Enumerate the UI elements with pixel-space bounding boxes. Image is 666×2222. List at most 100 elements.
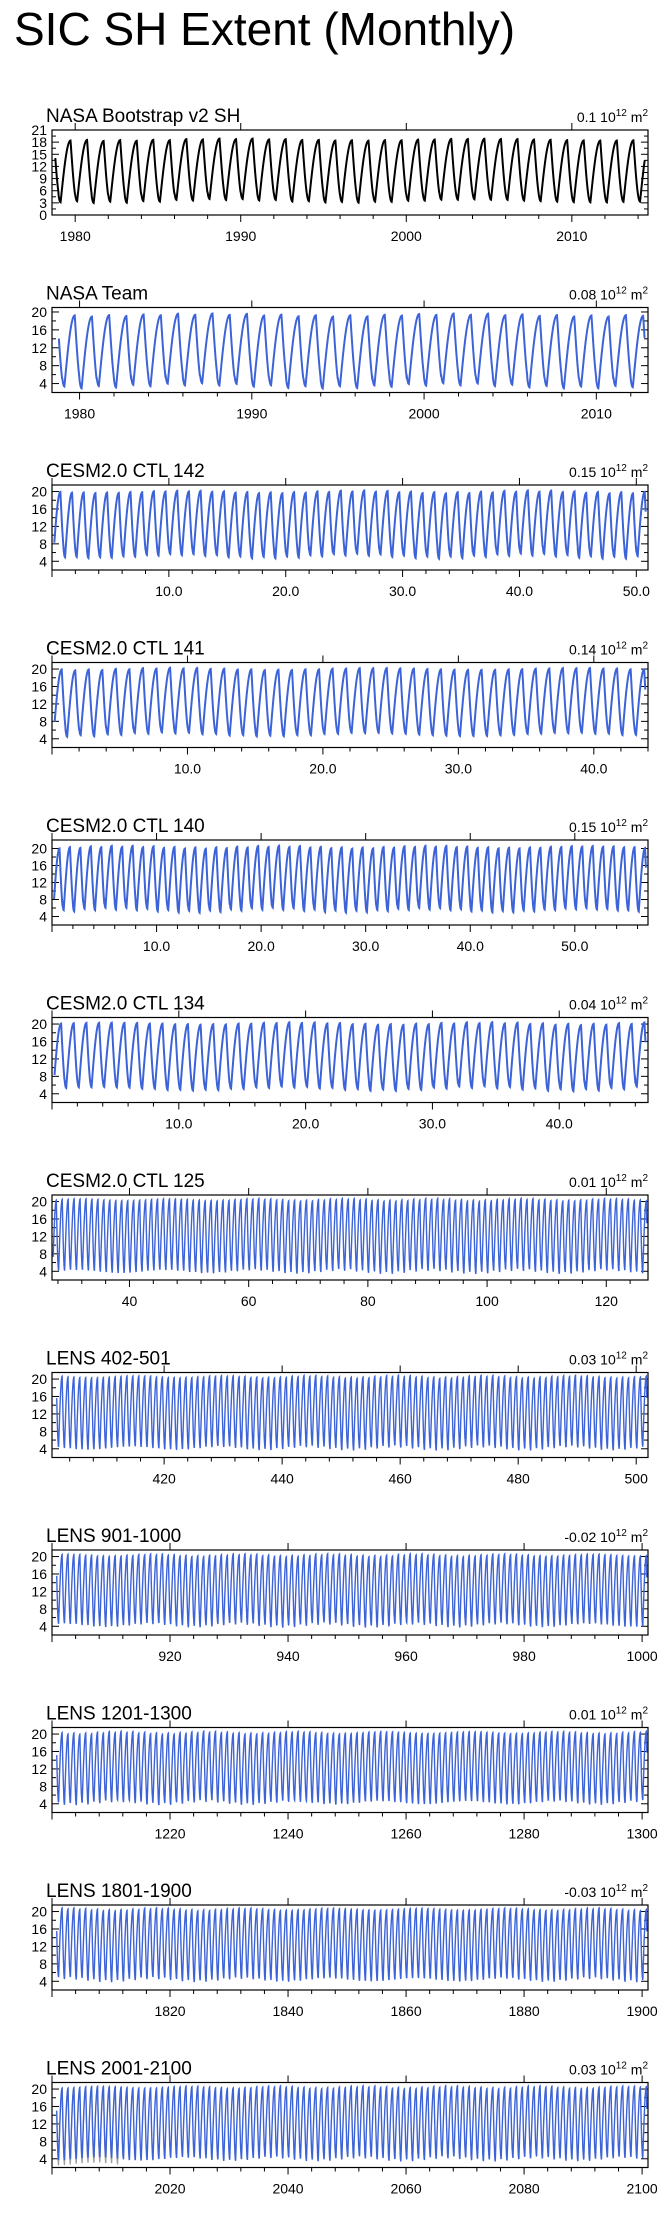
- y-tick-label: 3: [39, 195, 47, 211]
- x-tick-label: 2020: [154, 2181, 185, 2197]
- x-tick-label: 2040: [272, 2181, 303, 2197]
- x-tick-label: 1820: [154, 2003, 185, 2019]
- x-tick-label: 1300: [627, 1826, 658, 1842]
- y-tick-label: 16: [31, 501, 47, 517]
- x-tick-label: 1220: [154, 1826, 185, 1842]
- y-tick-label: 20: [31, 1549, 47, 1565]
- trend-annotation: 0.15 1012 m2: [569, 463, 648, 480]
- plot-frame: [51, 1726, 649, 1814]
- y-tick-label: 4: [39, 731, 47, 747]
- y-tick-label: 12: [31, 1051, 47, 1067]
- y-tick-label: 8: [39, 358, 47, 374]
- x-tick-label: 40.0: [506, 583, 533, 599]
- x-tick-label: 30.0: [445, 761, 472, 777]
- y-tick-label: 16: [31, 858, 47, 874]
- y-tick-label: 8: [39, 1956, 47, 1972]
- y-tick-label: 12: [31, 1406, 47, 1422]
- x-tick-label: 20.0: [247, 938, 274, 954]
- x-tick-label: 10.0: [143, 938, 170, 954]
- x-tick-label: 920: [158, 1648, 182, 1664]
- y-tick-label: 16: [31, 1033, 47, 1049]
- y-tick-label: 12: [31, 1583, 47, 1599]
- y-tick-label: 20: [31, 841, 47, 857]
- trend-annotation: 0.04 1012 m2: [569, 996, 648, 1013]
- x-tick-label: 40: [122, 1293, 138, 1309]
- y-tick-label: 20: [31, 661, 47, 677]
- x-tick-label: 1990: [225, 228, 256, 244]
- y-tick-label: 8: [39, 1778, 47, 1794]
- y-tick-label: 12: [31, 340, 47, 356]
- plot-frame: [51, 484, 649, 571]
- panel-label: CESM2.0 CTL 140: [46, 816, 205, 837]
- trend-annotation: 0.1 1012 m2: [577, 108, 649, 125]
- x-tick-label: 1880: [509, 2003, 540, 2019]
- y-tick-label: 12: [31, 875, 47, 891]
- y-tick-label: 4: [39, 2151, 47, 2167]
- series-line: [56, 1906, 648, 1983]
- panel-label: CESM2.0 CTL 134: [46, 994, 205, 1015]
- plot-frame: [51, 1549, 649, 1636]
- panel-label: LENS 402-501: [46, 1349, 171, 1370]
- y-tick-label: 12: [31, 1228, 47, 1244]
- x-tick-label: 30.0: [389, 583, 416, 599]
- plot-frame: [51, 129, 649, 216]
- trend-annotation: 0.08 1012 m2: [569, 286, 648, 303]
- x-tick-label: 1280: [509, 1826, 540, 1842]
- x-tick-label: 1990: [236, 406, 267, 422]
- x-tick-label: 1240: [272, 1826, 303, 1842]
- x-tick-label: 1260: [390, 1826, 421, 1842]
- trend-annotation: 0.01 1012 m2: [569, 1706, 648, 1723]
- x-tick-label: 2100: [627, 2181, 658, 2197]
- y-tick-label: 8: [39, 1068, 47, 1084]
- y-tick-label: 20: [31, 1016, 47, 1032]
- plot-frame: [51, 306, 649, 394]
- x-tick-label: 100: [475, 1293, 499, 1309]
- y-tick-label: 16: [31, 2098, 47, 2114]
- panel-label: LENS 1801-1900: [46, 1881, 192, 1902]
- series-line: [53, 1020, 647, 1094]
- x-tick-label: 30.0: [352, 938, 379, 954]
- y-tick-label: 8: [39, 892, 47, 908]
- x-tick-label: 40.0: [546, 1116, 573, 1132]
- y-tick-label: 16: [31, 1388, 47, 1404]
- y-tick-label: 16: [31, 1743, 47, 1759]
- y-tick-label: 16: [31, 1566, 47, 1582]
- y-tick-label: 12: [31, 696, 47, 712]
- plot-frame: [51, 1371, 649, 1459]
- x-tick-label: 2010: [581, 406, 612, 422]
- series-line: [56, 1729, 648, 1806]
- x-tick-label: 420: [152, 1471, 176, 1487]
- x-tick-label: 30.0: [419, 1116, 446, 1132]
- y-tick-label: 4: [39, 1796, 47, 1812]
- series-line: [54, 137, 646, 205]
- y-tick-label: 20: [31, 1726, 47, 1742]
- trend-annotation: 0.14 1012 m2: [569, 641, 648, 658]
- plot-frame: [51, 1016, 649, 1104]
- series-line: [52, 1196, 648, 1275]
- x-tick-label: 120: [595, 1293, 619, 1309]
- y-tick-label: 4: [39, 1618, 47, 1634]
- series-line: [53, 844, 647, 915]
- y-tick-label: 12: [31, 1938, 47, 1954]
- x-tick-label: 480: [506, 1471, 530, 1487]
- x-tick-label: 980: [512, 1648, 536, 1664]
- y-tick-label: 16: [31, 322, 47, 338]
- trend-annotation: 0.03 1012 m2: [569, 2061, 648, 2078]
- panel-label: CESM2.0 CTL 142: [46, 461, 205, 482]
- y-tick-label: 12: [31, 158, 47, 174]
- x-tick-label: 10.0: [165, 1116, 192, 1132]
- y-tick-label: 20: [31, 304, 47, 320]
- y-tick-label: 4: [39, 909, 47, 925]
- plot-frame: [51, 661, 649, 749]
- x-tick-label: 20.0: [292, 1116, 319, 1132]
- y-tick-label: 8: [39, 713, 47, 729]
- series-line: [57, 312, 646, 391]
